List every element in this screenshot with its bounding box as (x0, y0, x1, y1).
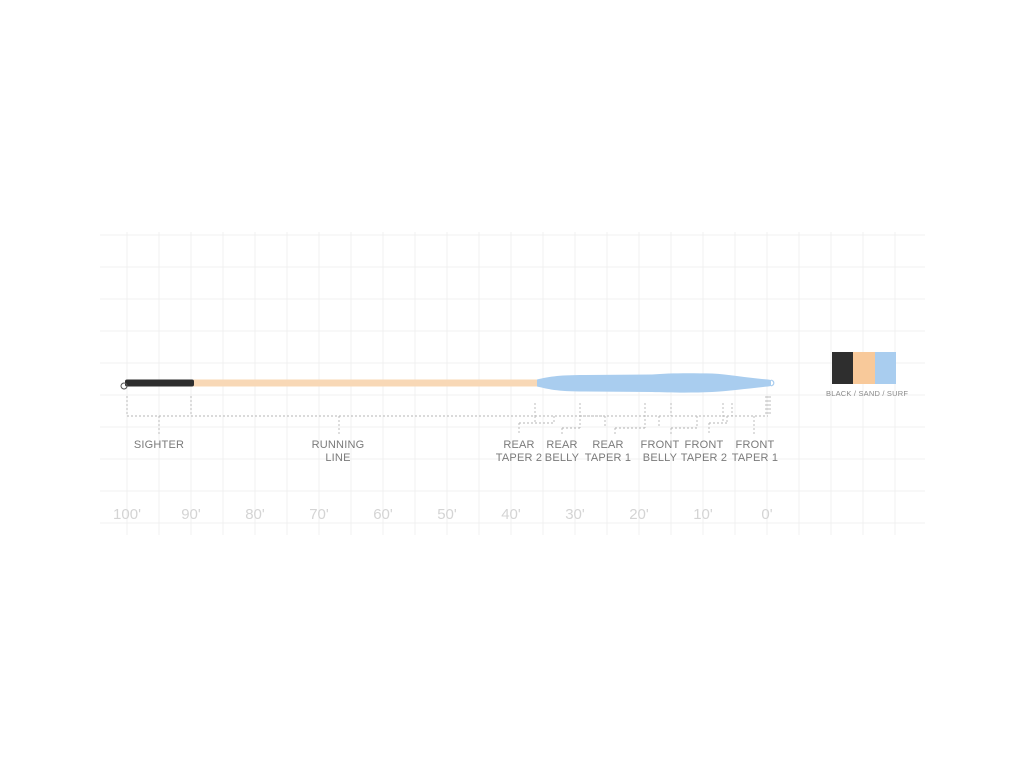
scale-tick-label: 30' (565, 506, 585, 523)
segment-label-running-line: LINE (325, 452, 350, 464)
loop-icon (120, 382, 128, 390)
segment-label-front-belly: BELLY (643, 452, 678, 464)
segment-brackets (126, 396, 771, 434)
segment-label-front-taper-2: TAPER 2 (681, 452, 727, 464)
segment-label-rear-taper-2: TAPER 2 (496, 452, 542, 464)
scale-tick-label: 40' (501, 506, 521, 523)
segment-label-rear-belly: BELLY (545, 452, 580, 464)
scale-tick-label: 10' (693, 506, 713, 523)
segment-label-front-belly: FRONT (641, 439, 680, 451)
color-caption: BLACK / SAND / SURF (826, 389, 909, 398)
segment-label-running-line: RUNNING (312, 439, 365, 451)
scale-tick-label: 60' (373, 506, 393, 523)
segment-label-front-taper-1: FRONT (736, 439, 775, 451)
scale-tick-label: 80' (245, 506, 265, 523)
scale-tick-label: 70' (309, 506, 329, 523)
sand-swatch (853, 352, 875, 384)
segment-label-rear-taper-1: REAR (592, 439, 623, 451)
segment-label-sighter: SIGHTER (134, 439, 184, 451)
scale-tick-label: 50' (437, 506, 457, 523)
scale-tick-label: 90' (181, 506, 201, 523)
surf-swatch (874, 352, 896, 384)
fly-line (120, 373, 775, 393)
head-section (537, 373, 771, 393)
running-line-section (193, 379, 539, 387)
tip-loop-icon (770, 379, 775, 387)
segment-label-rear-taper-2: REAR (503, 439, 534, 451)
black-swatch (832, 352, 854, 384)
color-swatches (832, 352, 896, 384)
segment-label-rear-belly: REAR (546, 439, 577, 451)
scale-tick-label: 0' (761, 506, 772, 523)
segment-label-front-taper-1: TAPER 1 (732, 452, 778, 464)
segment-label-front-taper-2: FRONT (685, 439, 724, 451)
scale-tick-label: 100' (113, 506, 141, 523)
distance-scale: 100' 90' 80' 70' 60' 50' 40' 30' 20' 10' 0' (113, 506, 773, 523)
segment-label-rear-taper-1: TAPER 1 (585, 452, 631, 464)
scale-tick-label: 20' (629, 506, 649, 523)
sighter-section (125, 379, 194, 387)
